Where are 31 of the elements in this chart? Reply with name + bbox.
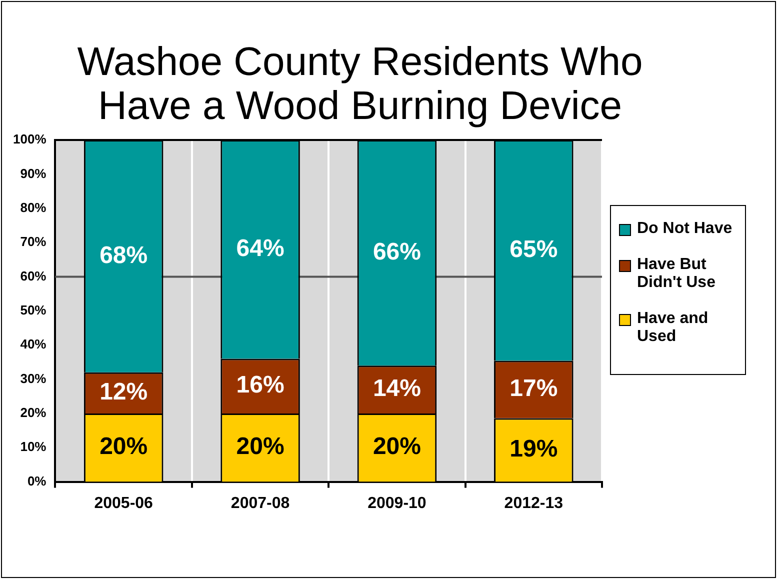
y-tick-label: 0% [27, 473, 47, 488]
data-label: 12% [100, 378, 148, 406]
y-tick-label: 30% [20, 370, 47, 386]
y-tick-label: 80% [20, 200, 47, 215]
data-label: 65% [510, 236, 558, 264]
data-label: 20% [100, 433, 148, 460]
data-label: 17% [510, 375, 558, 402]
x-tick-label: 2007-08 [230, 494, 290, 512]
y-tick-label: 20% [20, 405, 47, 420]
chart-title: Washoe County Residents Who Have a Wood Burning Device [76, 40, 644, 128]
y-tick-label: 90% [20, 166, 47, 181]
y-tick-label: 10% [20, 439, 47, 454]
y-tick-label: 40% [20, 336, 47, 352]
data-label: 16% [236, 372, 284, 399]
y-tick-label: 70% [20, 234, 47, 250]
x-tick-label: 2012-13 [504, 494, 564, 512]
data-label: 20% [372, 433, 421, 460]
legend-label: Have But Didn't Use [637, 256, 716, 292]
data-label: 19% [510, 436, 558, 463]
data-label: 14% [372, 375, 421, 402]
y-tick-label: 60% [20, 268, 47, 284]
data-label: 20% [236, 433, 284, 460]
y-tick-label: 50% [20, 302, 47, 318]
data-label: 64% [236, 235, 284, 262]
data-label: 68% [100, 242, 148, 269]
legend-label: Do Not Have [637, 220, 732, 238]
legend-label: Have and Used [637, 310, 710, 346]
data-label: 66% [372, 238, 421, 266]
y-tick-label: 100% [13, 132, 47, 147]
x-tick-label: 2009-10 [368, 494, 426, 512]
x-tick-label: 2005-06 [94, 494, 154, 512]
